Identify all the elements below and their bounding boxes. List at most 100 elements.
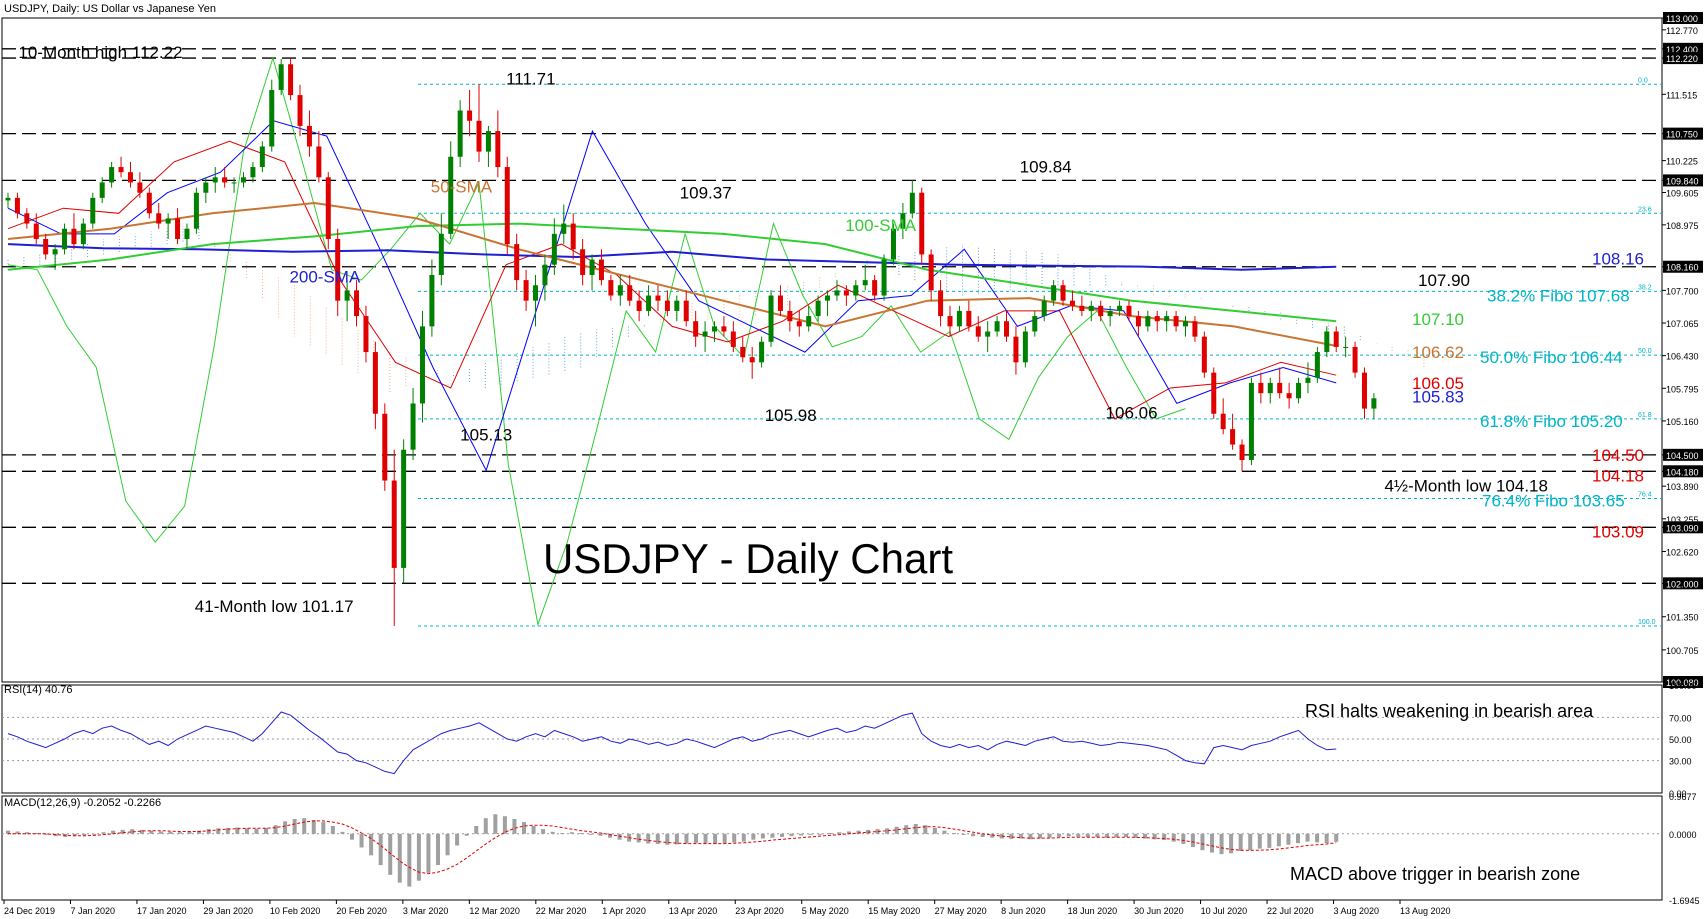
candle-body	[316, 146, 322, 178]
macd-bar	[598, 833, 603, 836]
candle	[80, 218, 86, 250]
candle-body	[250, 167, 256, 178]
macd-bar	[923, 825, 928, 834]
y-tick-label: 102.620	[1666, 547, 1699, 557]
candle-body	[269, 89, 275, 147]
candle	[1258, 372, 1264, 404]
candle	[693, 310, 699, 347]
candle-body	[674, 300, 680, 311]
macd-bar	[407, 833, 412, 887]
candle-body	[1343, 346, 1349, 348]
macd-bar	[1009, 833, 1014, 839]
candle	[1079, 295, 1085, 317]
macd-bar	[655, 833, 660, 844]
macd-bar	[158, 831, 163, 834]
macd-bar	[617, 833, 622, 840]
candle-body	[1098, 305, 1104, 317]
candle	[1361, 367, 1367, 419]
candle-body	[335, 238, 341, 301]
candle	[1267, 377, 1273, 404]
candle-body	[1154, 316, 1160, 322]
candle	[1154, 310, 1160, 332]
kijun-line	[7, 140, 1337, 420]
candle-body	[598, 259, 604, 281]
candle-body	[504, 167, 510, 245]
candle-body	[843, 290, 849, 296]
rsi-y-tick-label: 70.00	[1669, 713, 1692, 723]
x-tick-label: 20 Feb 2020	[336, 906, 387, 916]
candle	[137, 172, 143, 198]
candle-body	[90, 197, 96, 224]
candle	[448, 141, 454, 239]
macd-bar	[25, 832, 30, 834]
macd-bar	[6, 830, 10, 834]
x-tick-label: 10 Feb 2020	[270, 906, 321, 916]
candle-body	[608, 280, 614, 296]
fibo-level-label: 100.0	[1638, 619, 1656, 626]
candle-body	[495, 131, 501, 168]
candle-body	[1286, 393, 1292, 399]
macd-bar	[1276, 833, 1281, 847]
macd-bar	[722, 833, 727, 844]
y-tick-label: 105.795	[1666, 384, 1699, 394]
candle	[994, 316, 1000, 337]
level-annotation: 106.62	[1412, 343, 1464, 362]
candle	[664, 290, 670, 317]
macd-bar	[1085, 833, 1090, 837]
candle	[843, 285, 849, 306]
macd-bar	[111, 830, 116, 834]
candle	[127, 161, 133, 188]
candle-body	[1051, 285, 1057, 301]
candle-body	[693, 321, 699, 337]
y-tick-label: 100.080	[1666, 678, 1699, 688]
macd-bar	[904, 825, 909, 834]
candle-body	[127, 172, 133, 183]
x-tick-label: 8 Jun 2020	[1001, 906, 1046, 916]
candle	[1324, 326, 1330, 358]
candle	[1060, 280, 1066, 306]
candle	[683, 290, 689, 327]
candle	[1239, 439, 1245, 472]
macd-bar	[980, 833, 985, 837]
macd-bar	[225, 827, 230, 834]
y-tick-label: 109.840	[1666, 176, 1699, 186]
macd-bar	[474, 825, 479, 834]
candle	[504, 156, 510, 255]
candle-body	[231, 182, 237, 184]
macd-bar	[359, 833, 364, 848]
price-panel: 0.0 23.6 38.2 50.0 61.8 76.4 100.0 50-SMA 100-SM…	[1, 17, 1663, 683]
candle	[749, 346, 755, 379]
candle	[533, 274, 539, 327]
candle	[1371, 393, 1377, 419]
y-tick-label: 105.160	[1666, 417, 1699, 427]
candle-body	[523, 280, 529, 301]
y-tick-label-bg	[1663, 521, 1703, 534]
candle-body	[476, 120, 482, 152]
series-label: 200-SMA	[289, 268, 361, 287]
macd-bar	[340, 831, 345, 834]
y-tick-label: 101.350	[1666, 613, 1699, 623]
macd-bar	[751, 833, 756, 840]
candle	[212, 167, 218, 193]
macd-bar	[1057, 833, 1062, 837]
macd-bar	[1219, 833, 1224, 855]
macd-title: MACD(12,26,9) -0.2052 -0.2266	[4, 797, 161, 809]
candle-body	[1296, 382, 1302, 399]
rsi-note: RSI halts weakening in bearish area	[1305, 701, 1594, 721]
candle-body	[410, 403, 416, 450]
candle-body	[730, 331, 736, 347]
macd-bar	[846, 831, 851, 834]
macd-bar	[779, 833, 784, 837]
macd-bar	[550, 831, 555, 834]
rsi-line	[7, 711, 1337, 775]
macd-bar	[713, 833, 718, 844]
price-annotation: 106.06	[1106, 404, 1158, 423]
candle-body	[448, 156, 454, 234]
candle	[43, 233, 49, 260]
candle	[956, 305, 962, 332]
candle	[1107, 305, 1113, 327]
candle	[203, 177, 209, 204]
level-annotation: 50.0% Fibo 106.44	[1480, 348, 1623, 367]
panel-frame	[1, 795, 1663, 901]
macd-bar	[789, 833, 794, 837]
